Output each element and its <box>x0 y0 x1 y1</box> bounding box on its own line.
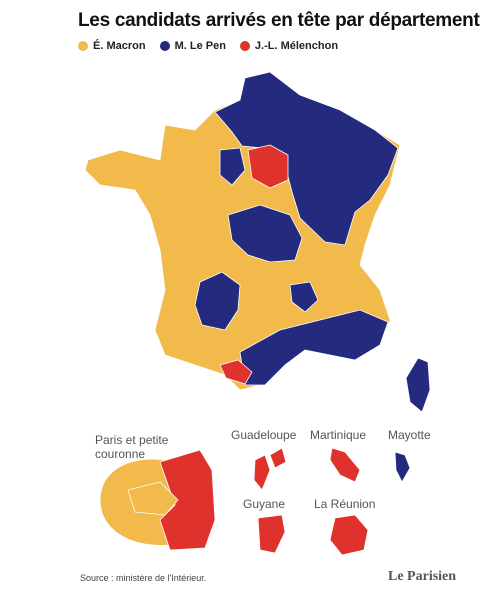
inset-label: Paris et petite couronne <box>95 433 169 461</box>
region <box>394 451 411 483</box>
region <box>289 281 319 313</box>
region <box>194 271 241 331</box>
legend-item: J.-L. Mélenchon <box>239 40 339 52</box>
inset-label: La Réunion <box>314 497 376 511</box>
region <box>219 359 253 385</box>
inset-label: Martinique <box>310 428 367 442</box>
title: Les candidats arrivés en tête par départ… <box>78 10 480 31</box>
legend-swatch <box>78 41 88 51</box>
legend-swatch <box>159 41 170 51</box>
region <box>227 204 303 263</box>
inset-label: Guadeloupe <box>231 428 297 442</box>
region <box>159 449 216 551</box>
region <box>253 447 287 491</box>
legend-swatch <box>239 41 250 51</box>
source: Source : ministère de l'Intérieur. <box>80 573 207 583</box>
legend-label: M. Le Pen <box>174 40 226 52</box>
region <box>329 514 369 556</box>
inset-label: Guyane <box>243 497 286 511</box>
region <box>257 514 286 554</box>
legend: É. Macron M. Le Pen J.-L. Mélenchon <box>78 40 338 52</box>
logo: Le Parisien <box>388 569 457 584</box>
region <box>214 71 399 246</box>
region <box>247 144 289 189</box>
legend-item: É. Macron <box>78 40 146 52</box>
region <box>127 481 179 516</box>
region <box>329 447 361 483</box>
legend-label: J.-L. Mélenchon <box>254 40 339 52</box>
legend-item: M. Le Pen <box>159 40 226 52</box>
inset-label: Mayotte <box>388 428 431 442</box>
region <box>405 357 431 413</box>
region <box>219 147 246 186</box>
legend-label: É. Macron <box>93 40 146 52</box>
region <box>239 309 389 386</box>
